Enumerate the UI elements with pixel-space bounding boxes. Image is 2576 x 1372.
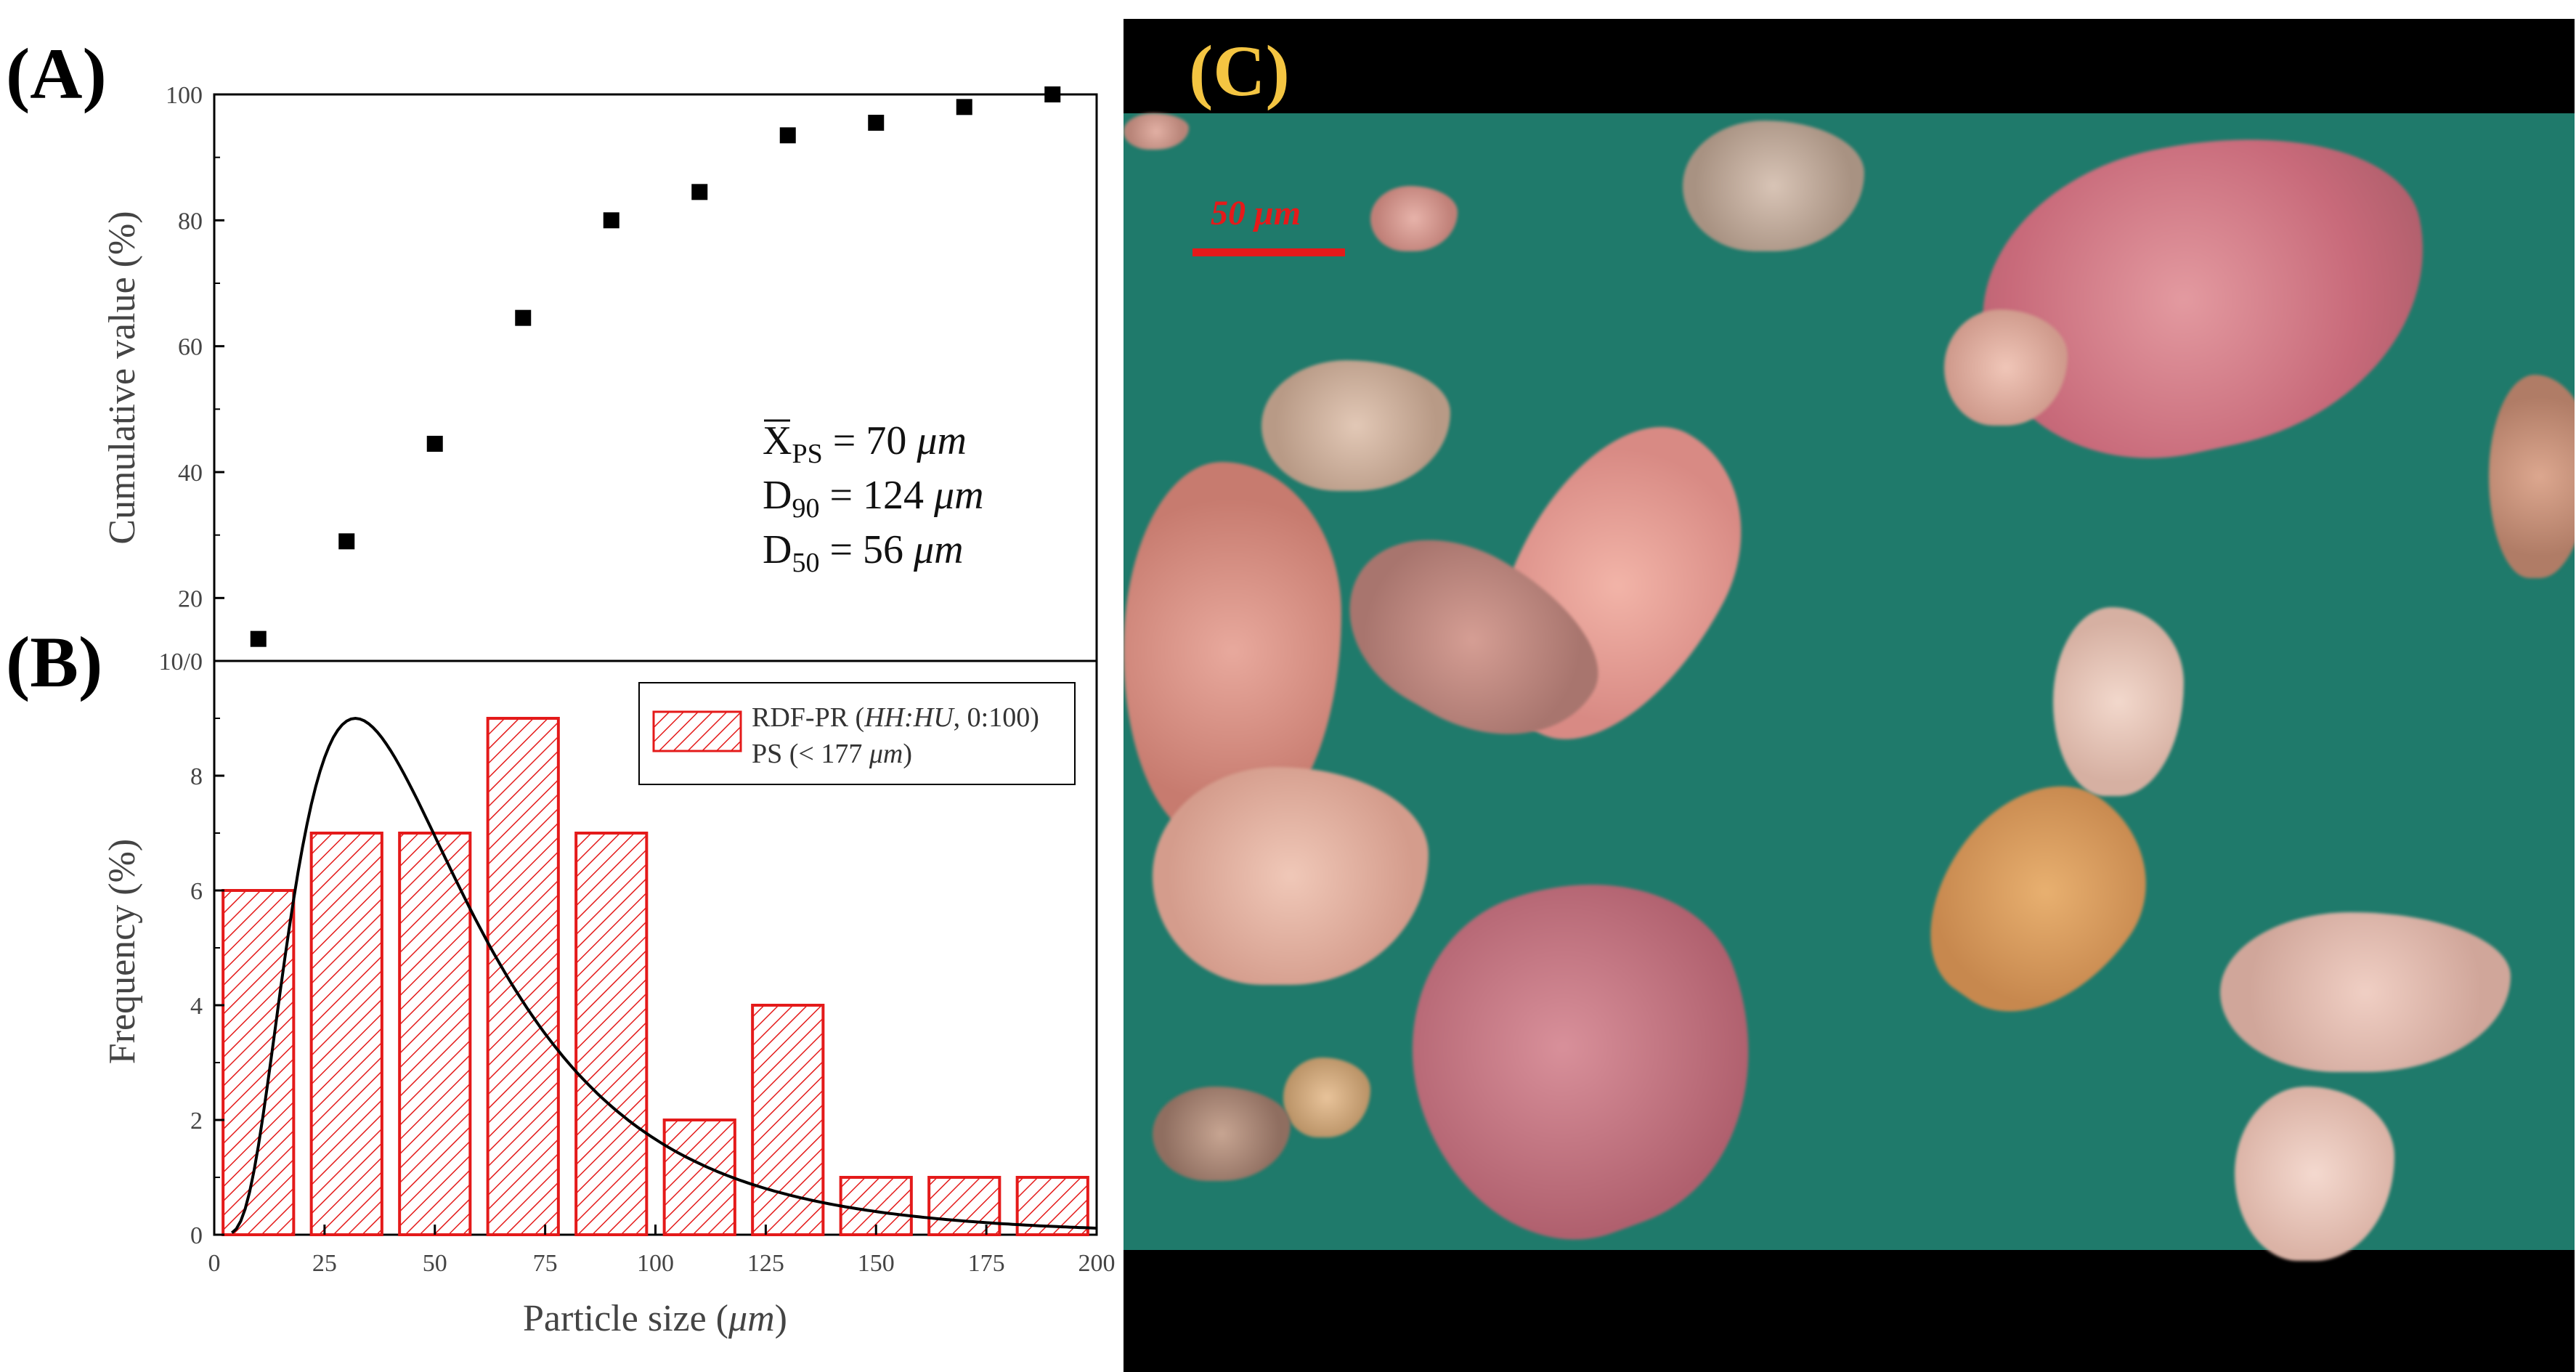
- panel-b-legend: RDF-PR (HH:HU, 0:100) PS (< 177 μm): [638, 682, 1076, 785]
- particle: [1365, 835, 1805, 1280]
- histogram-bar: [927, 1176, 1001, 1236]
- particle: [1954, 99, 2458, 491]
- data-point: [426, 436, 443, 452]
- data-point: [1044, 86, 1061, 102]
- panel-label-a: (A): [6, 33, 107, 114]
- particle: [2053, 607, 2184, 796]
- panel-label-c: (C): [1189, 31, 1290, 111]
- y-tick-label: 2: [190, 1108, 203, 1134]
- panel-b-plot: 0 2 4 6 8 0 25 50 75 100 125 150 175 200 Frequency (…: [102, 659, 1116, 1339]
- data-point: [691, 184, 708, 200]
- legend-line-1: RDF-PR (HH:HU, 0:100): [752, 702, 1039, 733]
- panel-b-bars: [222, 717, 1089, 1236]
- y-tick-label: 8: [190, 763, 203, 790]
- data-point: [603, 212, 619, 229]
- particle: [2235, 1087, 2394, 1261]
- panel-a-ylabel: Cumulative value (%): [102, 211, 143, 544]
- panel-a-y-ticks: 100 80 60 40 20 10/0: [159, 82, 224, 675]
- annotation-line: D50 = 56 μm: [763, 527, 964, 578]
- annotation-line: D90 = 124 μm: [763, 473, 984, 524]
- particle: [1892, 749, 2185, 1054]
- data-point: [338, 533, 355, 550]
- x-tick-label: 175: [968, 1250, 1005, 1277]
- data-point: [956, 99, 972, 115]
- particle: [1944, 309, 2068, 426]
- x-tick-label: 50: [423, 1250, 447, 1277]
- particle: [2489, 375, 2575, 578]
- annotation-line: XPS = 70 μm: [763, 418, 967, 469]
- particle: [1261, 360, 1450, 491]
- particle: [1370, 186, 1458, 251]
- particle: [1153, 1087, 1291, 1181]
- data-point: [250, 630, 267, 647]
- panel-b-fit-curve: [230, 716, 1097, 1234]
- particle: [1153, 767, 1429, 985]
- legend-swatch: [652, 710, 742, 752]
- panel-b-x-ticks: 0 25 50 75 100 125 150 175 200: [208, 1225, 1116, 1277]
- particle: [1283, 1058, 1370, 1137]
- histogram-bar: [398, 832, 472, 1236]
- x-tick-label: 25: [312, 1250, 337, 1277]
- panel-b-y-ticks: 0 2 4 6 8: [190, 718, 224, 1249]
- particle: [1683, 121, 1864, 251]
- y-tick-label: 4: [190, 993, 203, 1020]
- x-tick-label: 200: [1078, 1250, 1116, 1277]
- panel-a-plot: 100 80 60 40 20 10/0 Cumulative value (%) XPS…: [102, 82, 1098, 675]
- y-tick-label: 0: [190, 1222, 203, 1249]
- scale-bar: [1192, 248, 1345, 256]
- panel-label-b: (B): [6, 622, 102, 702]
- histogram-bar: [662, 1119, 736, 1236]
- y-tick-label: 10/0: [159, 649, 203, 675]
- y-tick-label: 6: [190, 878, 203, 905]
- micrograph-panel: (C) 50 μm: [1124, 19, 2575, 1372]
- y-tick-label: 60: [178, 334, 203, 361]
- panel-a-points: [250, 86, 1061, 647]
- scale-bar-label: 50 μm: [1211, 194, 1301, 232]
- panel-b-xlabel: Particle size (μm): [523, 1298, 787, 1339]
- histogram-bar: [574, 832, 649, 1236]
- x-tick-label: 150: [858, 1250, 895, 1277]
- particle: [1124, 113, 1189, 150]
- histogram-bar: [486, 717, 560, 1236]
- data-point: [868, 115, 885, 131]
- data-point: [515, 309, 532, 326]
- legend-line-2: PS (< 177 μm): [752, 739, 912, 769]
- histogram-bar: [309, 832, 383, 1236]
- histogram-bar: [222, 889, 296, 1236]
- x-tick-label: 100: [637, 1250, 674, 1277]
- y-tick-label: 20: [178, 585, 203, 612]
- x-tick-label: 125: [747, 1250, 784, 1277]
- particle: [2220, 912, 2511, 1072]
- data-point: [779, 127, 796, 144]
- panel-b-ylabel: Frequency (%): [102, 839, 143, 1064]
- micrograph-image: [1124, 99, 2575, 1280]
- x-tick-label: 0: [208, 1250, 221, 1277]
- y-tick-label: 40: [178, 460, 203, 487]
- x-tick-label: 75: [533, 1250, 558, 1277]
- y-tick-label: 80: [178, 208, 203, 235]
- y-tick-label: 100: [166, 82, 203, 109]
- histogram-bar: [751, 1004, 825, 1236]
